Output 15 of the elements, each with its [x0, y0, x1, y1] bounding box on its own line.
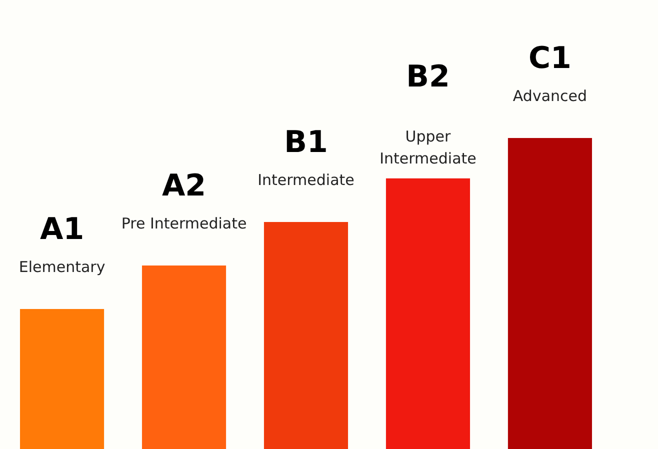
text: Advanced	[512, 87, 588, 105]
x-tick-label: C1	[528, 41, 572, 76]
bar	[508, 138, 592, 449]
annotation: Upper Intermediate	[380, 127, 476, 168]
bar	[264, 222, 348, 449]
x-tick-label: B2	[406, 59, 450, 94]
bar	[20, 309, 104, 449]
bar	[142, 266, 226, 449]
x-tick-label: A2	[162, 168, 206, 204]
x-tick-label: B1	[284, 124, 328, 160]
annotation: Elementary	[18, 258, 106, 276]
bar	[386, 178, 470, 449]
annotation: Intermediate	[258, 170, 354, 189]
annotation: Pre Intermediate	[121, 214, 247, 233]
x-tick-label: A1	[40, 212, 84, 248]
